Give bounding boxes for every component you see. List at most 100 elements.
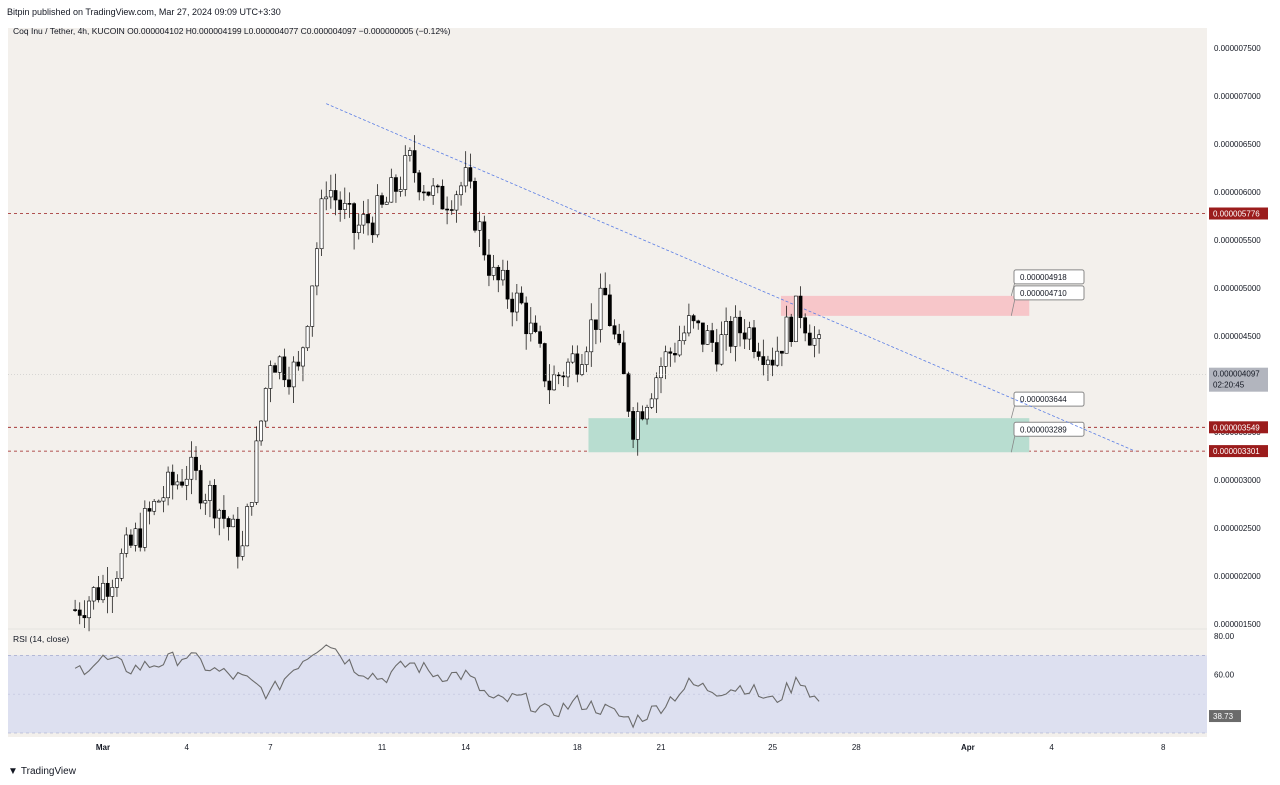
descending-trendline — [326, 103, 1136, 452]
tradingview-logo-icon: ▼ — [8, 766, 18, 777]
candle-body — [817, 334, 822, 339]
candle-body — [366, 214, 370, 224]
candle-body — [807, 332, 812, 346]
candle-body — [710, 330, 715, 343]
candle-body — [110, 587, 115, 597]
candle-body — [324, 196, 329, 200]
x-tick-label: 18 — [573, 743, 582, 752]
candle-body — [714, 342, 719, 365]
y-tick-label: 0.000005000 — [1214, 284, 1261, 293]
candle-body — [552, 374, 556, 391]
x-tick-label: Mar — [96, 743, 110, 752]
x-tick-label: 4 — [184, 743, 189, 752]
candle-body — [421, 191, 426, 194]
candle-body — [352, 203, 357, 233]
candle-body — [682, 332, 687, 342]
candle-body — [491, 266, 496, 276]
callout-box — [1013, 391, 1085, 407]
candle-body — [654, 377, 659, 400]
candle-body — [314, 248, 319, 287]
candle-body — [668, 351, 673, 354]
candle-body — [277, 356, 282, 373]
price-pane-background — [8, 28, 1207, 628]
support-zone — [588, 418, 1030, 453]
candle-body — [784, 316, 789, 354]
candle-body — [273, 365, 277, 373]
candle-body — [631, 411, 636, 440]
candle-body — [389, 177, 394, 203]
candle-body — [73, 609, 78, 611]
y-tick-label: 0.000002000 — [1214, 572, 1261, 581]
tradingview-brand[interactable]: ▼ TradingView — [8, 766, 76, 777]
candle-body — [738, 316, 742, 334]
candle-body — [240, 545, 245, 557]
candle-body — [361, 214, 366, 226]
candle-body — [375, 195, 380, 236]
y-tick-label: 0.000007500 — [1214, 44, 1261, 53]
candle-body — [566, 361, 570, 378]
candle-body — [203, 500, 208, 504]
candle-body — [673, 353, 677, 356]
price-chart[interactable]: Coq Inu / Tether, 4h, KUCOIN O0.00000410… — [0, 22, 1280, 762]
candle-body — [598, 287, 603, 330]
callout-label: 0.000004918 — [1020, 273, 1067, 282]
candle-body — [412, 150, 417, 174]
candle-body — [417, 172, 422, 193]
candle-body — [342, 203, 347, 210]
candle-body — [449, 209, 454, 211]
rsi-line — [74, 644, 820, 729]
candle-body — [333, 190, 338, 201]
candle-body — [394, 177, 398, 192]
candle-body — [779, 350, 784, 354]
candle-body — [440, 185, 445, 210]
candle-body — [194, 456, 198, 471]
candle-body — [407, 150, 412, 156]
candle-body — [617, 333, 622, 344]
candle-body — [119, 553, 124, 579]
candle-body — [287, 379, 291, 388]
candle-body — [575, 353, 580, 375]
candle-body — [468, 167, 473, 182]
candle-body — [105, 582, 110, 597]
candle-body — [561, 375, 566, 378]
candle-body — [426, 191, 431, 196]
candle-body — [222, 509, 226, 519]
candle-body — [370, 222, 375, 236]
candle-body — [477, 221, 482, 231]
rsi-title: RSI (14, close) — [13, 634, 69, 644]
x-tick-label: 14 — [461, 743, 470, 752]
candle-body — [533, 322, 538, 332]
candle-body — [589, 319, 594, 353]
y-tick-label: 0.000005500 — [1214, 236, 1261, 245]
candle-body — [677, 340, 682, 356]
candle-body — [612, 325, 617, 335]
candle-body — [249, 502, 254, 507]
rsi-tick-label: 60.00 — [1214, 671, 1235, 680]
candle-body — [542, 343, 547, 382]
candle-body — [803, 317, 808, 334]
candle-body — [296, 361, 301, 367]
candle-body — [747, 327, 752, 340]
x-tick-label: 28 — [852, 743, 861, 752]
candle-body — [761, 356, 766, 365]
candle-body — [356, 224, 361, 233]
candle-body — [268, 365, 273, 389]
candle-body — [528, 322, 533, 335]
callout-label: 0.000003289 — [1020, 425, 1067, 434]
candle-body — [700, 322, 705, 345]
candle-body — [473, 180, 477, 231]
level-price-label: 0.000005776 — [1213, 210, 1260, 219]
candle-body — [161, 497, 166, 502]
x-tick-label: 4 — [1049, 743, 1054, 752]
candle-body — [305, 326, 310, 349]
level-price-badge — [1209, 445, 1268, 458]
candle-body — [180, 481, 184, 486]
candle-body — [175, 481, 180, 486]
candle-body — [245, 506, 250, 547]
candle-body — [166, 471, 171, 499]
candle-body — [328, 190, 333, 198]
candle-body — [380, 195, 384, 205]
candle-body — [691, 315, 696, 322]
candle-body — [184, 478, 189, 486]
candle-body — [524, 302, 529, 335]
